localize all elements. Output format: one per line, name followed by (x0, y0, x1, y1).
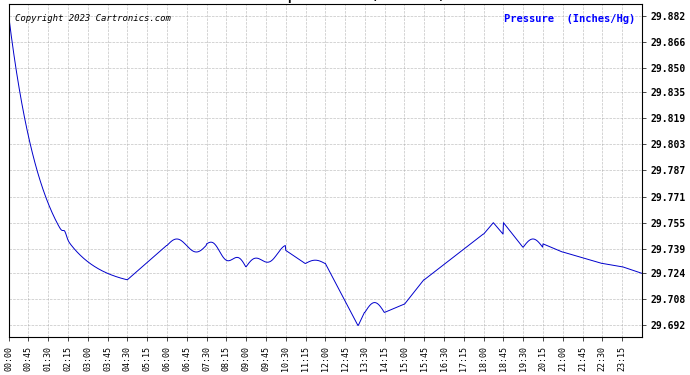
Title: Barometric Pressure per Minute (24 Hours) 20231129: Barometric Pressure per Minute (24 Hours… (137, 0, 513, 3)
Text: Pressure  (Inches/Hg): Pressure (Inches/Hg) (504, 14, 635, 24)
Text: Copyright 2023 Cartronics.com: Copyright 2023 Cartronics.com (15, 14, 171, 23)
